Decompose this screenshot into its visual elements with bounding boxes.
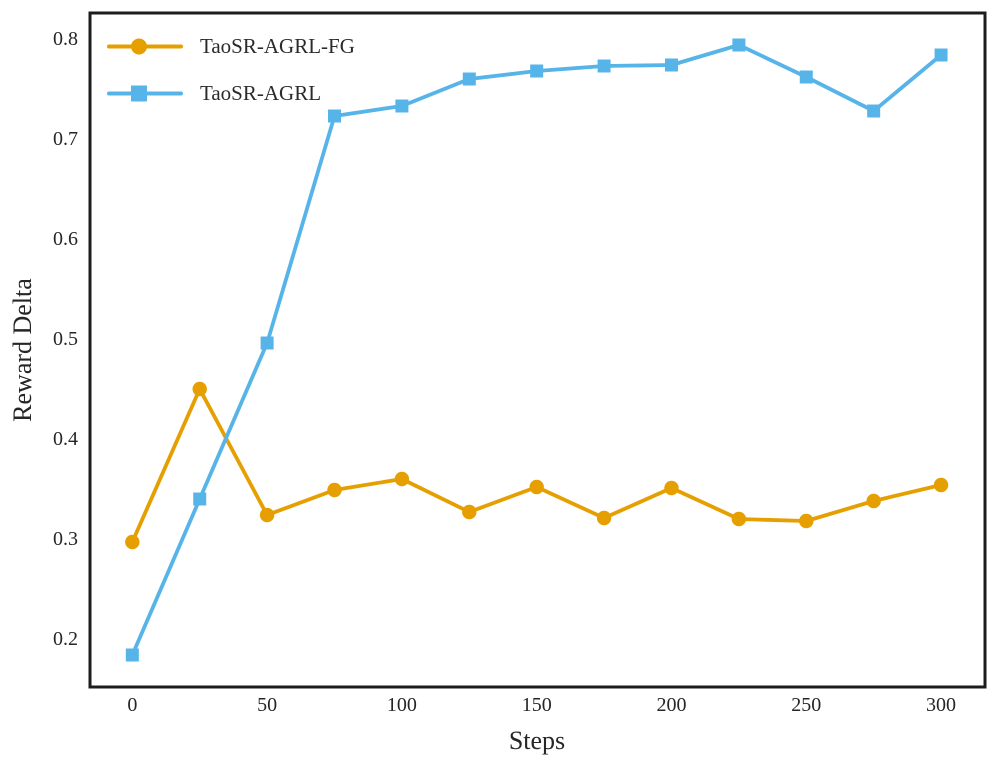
y-tick-label: 0.4 [53, 428, 78, 450]
data-point-circle [259, 507, 275, 523]
data-point-square [395, 99, 409, 113]
series-line-TaoSR-AGRL [130, 43, 943, 657]
x-tick-label: 200 [656, 694, 686, 716]
data-point-circle [799, 513, 814, 529]
data-point-square [664, 58, 678, 72]
data-point-circle [125, 534, 140, 550]
data-point-square [328, 109, 342, 123]
legend-line-circle-marker-icon [107, 38, 183, 55]
x-tick-label: 250 [791, 694, 821, 716]
x-tick-label: 300 [926, 694, 956, 716]
y-tick-label: 0.5 [53, 328, 78, 350]
x-tick-label: 150 [522, 694, 552, 716]
x-tick-label: 0 [127, 694, 137, 716]
data-point-square [260, 336, 274, 350]
data-point-square [193, 492, 207, 506]
data-point-square [597, 59, 611, 73]
data-point-circle [664, 480, 679, 496]
data-point-square [934, 48, 948, 62]
data-point-circle [394, 471, 410, 487]
y-tick-label: 0.2 [53, 628, 78, 650]
data-point-circle [933, 477, 949, 493]
data-point-square [799, 70, 813, 84]
legend-item-taosr-agrl-fg: TaoSR-AGRL-FG [106, 30, 355, 63]
data-point-circle [327, 482, 342, 498]
series-line-TaoSR-AGRL-FG [130, 387, 943, 544]
plot-frame [88, 11, 987, 689]
x-axis-label: Steps [508, 726, 566, 755]
legend-label-taosr-agrl-fg: TaoSR-AGRL-FG [200, 34, 355, 58]
x-tick-label: 100 [387, 694, 417, 716]
legend: TaoSR-AGRL-FG TaoSR-AGRL [106, 30, 355, 110]
data-point-circle [866, 493, 881, 509]
data-point-square [732, 38, 746, 52]
data-point-circle [596, 510, 612, 526]
y-tick-label: 0.3 [53, 528, 78, 550]
data-point-square [530, 64, 544, 78]
data-point-circle [462, 504, 477, 520]
legend-square-marker [131, 85, 147, 102]
data-point-square [125, 648, 139, 662]
data-point-circle [731, 511, 747, 527]
legend-label-taosr-agrl: TaoSR-AGRL [200, 81, 322, 105]
x-tick-label: 50 [257, 694, 277, 716]
data-point-circle [192, 381, 207, 397]
legend-circle-marker [131, 38, 147, 55]
y-tick-label: 0.6 [53, 228, 78, 250]
legend-item-taosr-agrl: TaoSR-AGRL [106, 77, 355, 110]
data-point-square [462, 72, 476, 86]
y-tick-label: 0.8 [53, 28, 78, 50]
y-axis-label: Reward Delta [8, 278, 37, 422]
data-point-square [867, 104, 881, 118]
y-tick-label: 0.7 [53, 128, 78, 150]
legend-line-square-marker-icon [107, 85, 183, 102]
data-point-circle [529, 479, 544, 495]
